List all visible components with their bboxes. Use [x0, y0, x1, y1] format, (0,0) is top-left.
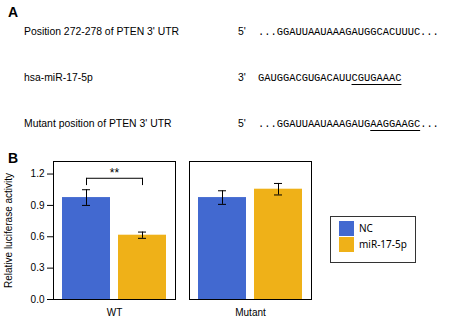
svg-text:0.6: 0.6 — [31, 231, 45, 242]
svg-text:0.3: 0.3 — [31, 262, 45, 273]
html-text:A: A — [8, 4, 19, 20]
svg-text:**: ** — [110, 166, 120, 180]
svg-text:WT: WT — [107, 307, 123, 318]
html-text:...GGAUUAAUAAAGAUGGCACUUUC...: ...GGAUUAAUAAAGAUGGCACUUUC... — [258, 26, 439, 38]
html-text:NC: NC — [359, 221, 373, 235]
html-text:GAUGGACGUGACAUU CGUGAAAC: GAUGGACGUGACAUU CGUGAAAC — [258, 72, 402, 84]
html-text:5': 5' — [238, 26, 246, 37]
html-text:...GGAUUAAUAAAGAUG AAGGAAGC...: ...GGAUUAAUAAAGAUG AAGGAAGC... — [258, 118, 439, 130]
html-text:Position 272-278 of PTEN 3' UT: Position 272-278 of PTEN 3' UTR — [24, 26, 179, 37]
html-text:3': 3' — [238, 72, 246, 83]
svg-text:1.2: 1.2 — [31, 168, 45, 179]
html-text:5': 5' — [238, 118, 246, 129]
html-text:miR-17-5p: miR-17-5p — [359, 237, 407, 251]
html-text:B: B — [8, 150, 19, 166]
svg-text:Mutant: Mutant — [235, 307, 266, 318]
svg-text:0.0: 0.0 — [31, 294, 45, 305]
svg-text:0.9: 0.9 — [31, 200, 45, 211]
svg-text:Relative luciferase activity: Relative luciferase activity — [3, 173, 14, 288]
html-text:hsa-miR-17-5p: hsa-miR-17-5p — [24, 72, 93, 83]
html-text:Mutant position of PTEN 3' UTR: Mutant position of PTEN 3' UTR — [24, 118, 172, 129]
